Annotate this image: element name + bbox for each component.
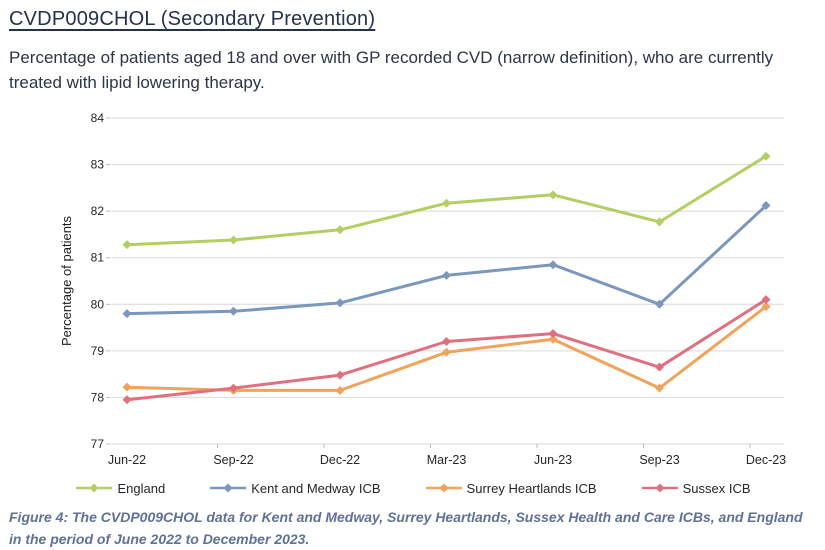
data-point-marker xyxy=(761,151,771,161)
legend-marker-icon xyxy=(76,483,113,493)
data-point-marker xyxy=(548,190,558,200)
x-axis-tick-label: Dec-23 xyxy=(746,453,786,467)
legend-marker-icon xyxy=(210,483,247,493)
data-point-marker xyxy=(122,309,132,319)
y-axis-tick-label: 83 xyxy=(91,158,105,172)
data-point-marker xyxy=(655,217,664,227)
x-axis-tick-label: Sep-22 xyxy=(213,453,253,467)
data-point-marker xyxy=(229,307,238,317)
chart-description: Percentage of patients aged 18 and over … xyxy=(9,48,774,92)
legend-item-surrey-heartlands-icb: Surrey Heartlands ICB xyxy=(425,481,597,496)
legend-item-kent-and-medway-icb: Kent and Medway ICB xyxy=(209,480,381,496)
y-axis-tick-label: 84 xyxy=(91,111,105,125)
data-point-marker xyxy=(655,362,664,372)
page-title: CVDP009CHOL (Secondary Prevention) xyxy=(9,8,376,30)
data-point-marker xyxy=(335,298,345,308)
x-axis-tick-label: Sep-23 xyxy=(639,453,679,467)
x-axis-tick-label: Mar-23 xyxy=(427,453,467,467)
x-axis-tick-label: Dec-22 xyxy=(320,453,360,467)
figure-caption: Figure 4: The CVDP009CHOL data for Kent … xyxy=(9,509,803,547)
legend-item-england: England xyxy=(75,481,165,496)
legend-item-sussex-icb: Sussex ICB xyxy=(641,481,751,496)
data-point-marker xyxy=(548,260,558,270)
data-point-marker xyxy=(122,240,132,250)
y-axis-tick-label: 78 xyxy=(91,391,105,405)
chart-plot-area: 77 78 79 80 81 82 83 84 Jun-22 Sep-22 Dec-22 Mar-23… xyxy=(59,111,786,467)
legend-marker-icon xyxy=(425,483,462,493)
data-point-marker xyxy=(761,201,771,211)
chart-legend: England Kent and Medway ICB Surrey Heartla… xyxy=(9,478,817,498)
data-point-marker xyxy=(442,271,451,281)
data-point-marker xyxy=(548,334,558,344)
legend-label: Sussex ICB xyxy=(682,480,751,496)
x-axis-tick-label: Jun-23 xyxy=(534,453,572,467)
data-point-marker xyxy=(655,383,664,393)
data-point-marker xyxy=(655,300,664,310)
y-axis-tick-label: 77 xyxy=(91,437,105,451)
data-point-marker xyxy=(122,395,132,405)
data-point-marker xyxy=(442,337,451,347)
data-point-marker xyxy=(335,370,345,380)
y-axis-tick-label: 82 xyxy=(91,204,105,218)
data-point-marker xyxy=(335,225,345,235)
data-point-marker xyxy=(761,295,771,305)
legend-label: England xyxy=(117,480,166,496)
y-axis-tick-label: 80 xyxy=(91,298,105,312)
data-point-marker xyxy=(548,329,558,339)
data-point-marker xyxy=(761,302,771,312)
data-point-marker xyxy=(442,199,451,209)
data-point-marker xyxy=(122,382,132,392)
x-axis-tick-label: Jun-22 xyxy=(108,453,146,467)
data-point-marker xyxy=(229,235,238,245)
y-axis-tick-label: 81 xyxy=(91,251,105,265)
data-point-marker xyxy=(229,383,238,393)
legend-label: Kent and Medway ICB xyxy=(251,480,381,496)
y-axis-title: Percentage of patients xyxy=(59,216,74,347)
y-axis-tick-label: 79 xyxy=(91,344,105,358)
series-line-kent-and-medway-icb xyxy=(125,204,768,316)
legend-label: Surrey Heartlands ICB xyxy=(466,480,597,496)
data-point-marker xyxy=(335,386,345,396)
line-chart: 77 78 79 80 81 82 83 84 Jun-22 Sep-22 Dec-22 Mar-23… xyxy=(9,108,817,498)
data-point-marker xyxy=(442,348,451,358)
legend-marker-icon xyxy=(641,483,678,493)
